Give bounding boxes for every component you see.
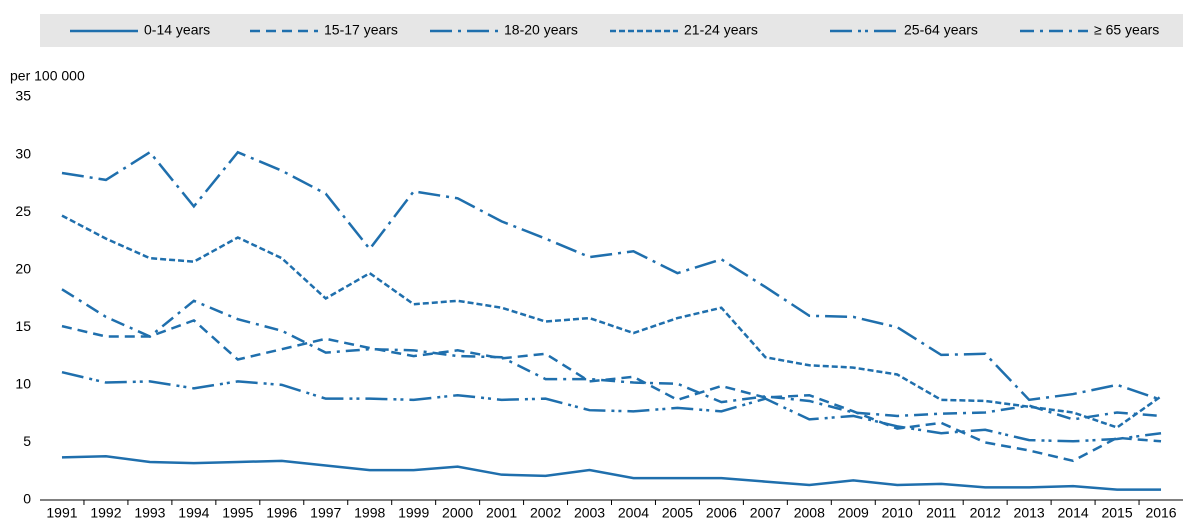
x-tick-label: 2007 — [750, 505, 781, 521]
x-tick-label: 2000 — [442, 505, 473, 521]
series-line — [61, 454, 1162, 491]
y-tick-label: 20 — [15, 260, 31, 276]
series-line — [61, 370, 1162, 443]
series-line — [61, 214, 1162, 429]
x-tick-label: 2014 — [1058, 505, 1089, 521]
legend-label: ≥ 65 years — [1094, 22, 1159, 38]
y-tick-label: 5 — [23, 433, 31, 449]
legend-label: 18-20 years — [504, 22, 578, 38]
x-tick-label: 2011 — [926, 505, 956, 521]
x-tick-label: 1998 — [354, 505, 385, 521]
x-tick-label: 1996 — [266, 505, 297, 521]
legend-label: 21-24 years — [684, 22, 758, 38]
y-tick-label: 30 — [15, 145, 31, 161]
y-tick-label: 25 — [15, 203, 31, 219]
x-tick-label: 1997 — [310, 505, 341, 521]
series-line — [61, 288, 1162, 421]
y-tick-label: 0 — [23, 491, 31, 507]
x-tick-label: 2010 — [882, 505, 913, 521]
x-tick-label: 1993 — [134, 505, 165, 521]
x-tick-label: 1994 — [178, 505, 209, 521]
x-tick-label: 2015 — [1101, 505, 1132, 521]
x-tick-label: 2002 — [530, 505, 561, 521]
x-tick-label: 2001 — [486, 505, 517, 521]
legend-label: 15-17 years — [324, 22, 398, 38]
x-tick-label: 2008 — [794, 505, 825, 521]
x-tick-label: 1995 — [222, 505, 253, 521]
y-tick-label: 15 — [15, 318, 31, 334]
x-tick-label: 1992 — [90, 505, 121, 521]
series-line — [61, 318, 1162, 463]
y-tick-label: 35 — [15, 88, 31, 104]
x-tick-label: 2012 — [970, 505, 1001, 521]
x-tick-label: 2003 — [574, 505, 605, 521]
x-tick-label: 1999 — [398, 505, 429, 521]
x-tick-label: 2013 — [1014, 505, 1045, 521]
x-tick-label: 2004 — [618, 505, 649, 521]
x-tick-label: 2005 — [662, 505, 693, 521]
legend-label: 25-64 years — [904, 22, 978, 38]
y-tick-label: 10 — [15, 376, 31, 392]
y-axis-label: per 100 000 — [10, 68, 85, 84]
x-tick-label: 2016 — [1145, 505, 1176, 521]
legend-label: 0-14 years — [144, 22, 210, 38]
x-tick-label: 2009 — [838, 505, 869, 521]
x-tick-label: 2006 — [706, 505, 737, 521]
series-line — [61, 150, 1162, 402]
x-tick-label: 1991 — [46, 505, 77, 521]
